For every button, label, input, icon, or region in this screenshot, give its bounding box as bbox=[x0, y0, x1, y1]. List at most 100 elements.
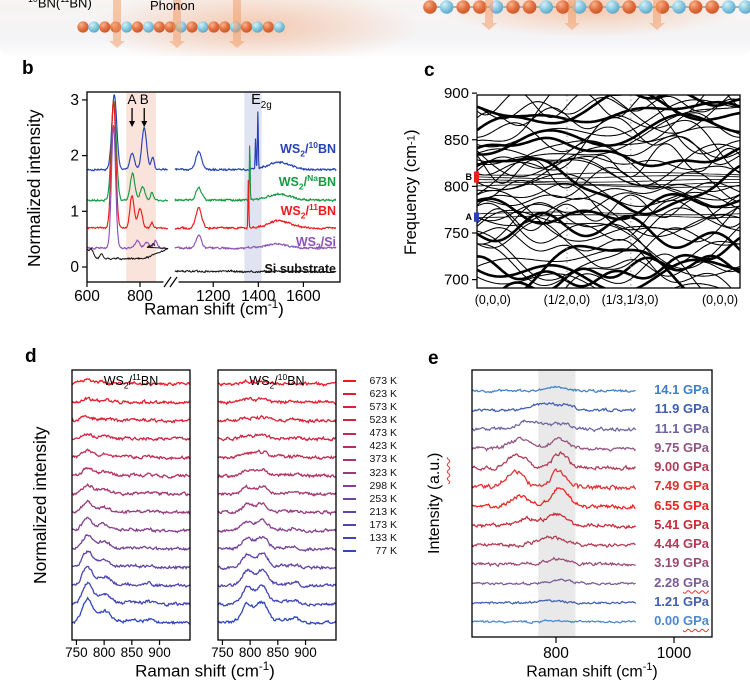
legend-swatch bbox=[343, 484, 356, 487]
legend-item: 573 K bbox=[343, 401, 397, 413]
figure-element: BN( bbox=[37, 0, 61, 11]
x-tick-label: 800 bbox=[93, 645, 116, 660]
boron-atom bbox=[506, 0, 520, 14]
phonon-arrowhead bbox=[229, 41, 245, 48]
phonon-arrow bbox=[113, 0, 121, 41]
nitrogen-atom bbox=[738, 0, 750, 14]
panel-e-x-axis-label: Raman shift (cm-1) bbox=[472, 661, 712, 681]
y-tick-label: 3 bbox=[70, 92, 79, 109]
figure-element: 5.41 bbox=[654, 516, 683, 532]
phonon-branch bbox=[501, 254, 740, 288]
pressure-label: 9.00 GPa bbox=[654, 459, 709, 474]
figure-element: / bbox=[320, 235, 325, 250]
boron-atom bbox=[208, 21, 220, 33]
x-tick-label: 800 bbox=[239, 645, 262, 660]
figure-element: 1.21 bbox=[654, 593, 683, 609]
figure-element: WS bbox=[295, 235, 316, 250]
figure-element: / bbox=[274, 374, 278, 389]
figure-element: / bbox=[305, 204, 309, 219]
peak-annotation: B bbox=[140, 92, 149, 107]
spectrum-curve bbox=[174, 269, 337, 274]
x-tick-label: 600 bbox=[74, 288, 100, 305]
temperature-spectra bbox=[218, 378, 336, 626]
legend-swatch bbox=[343, 471, 356, 474]
legend-item: 373 K bbox=[343, 453, 397, 465]
figure-element: GPa bbox=[682, 536, 709, 551]
figure-element: GPa bbox=[682, 613, 709, 628]
legend-swatch bbox=[343, 537, 356, 540]
legend-swatch bbox=[343, 458, 356, 461]
phonon-branch bbox=[477, 197, 740, 238]
phonon-branch bbox=[477, 181, 740, 186]
temperature-spectra bbox=[72, 378, 190, 625]
pressure-label: 9.75 GPa bbox=[654, 440, 709, 455]
pressure-label: 6.55 GPa bbox=[654, 498, 709, 513]
legend-swatch bbox=[343, 550, 356, 553]
figure-element: Frequency (cm bbox=[402, 145, 420, 256]
highlight-band bbox=[244, 92, 262, 282]
pressure-label: 14.1 GPa bbox=[654, 382, 709, 397]
figure-element: 298 K bbox=[369, 479, 397, 492]
boron-atom bbox=[219, 21, 231, 33]
boron-atom bbox=[423, 0, 437, 14]
series-label: WS2/10BN bbox=[280, 140, 336, 159]
legend-swatch bbox=[343, 406, 356, 409]
temperature-spectrum bbox=[218, 584, 336, 607]
figure-element: BN bbox=[287, 374, 305, 389]
phonon-branch bbox=[477, 143, 740, 189]
figure-element: ) bbox=[426, 452, 443, 458]
legend-swatch bbox=[343, 497, 356, 500]
temperature-spectrum bbox=[72, 565, 190, 588]
figure-element: 11 bbox=[132, 372, 141, 382]
boron-atom bbox=[556, 0, 570, 14]
boron-atom bbox=[522, 0, 537, 14]
boron-atom bbox=[705, 0, 719, 14]
boron-atom bbox=[164, 21, 176, 33]
temperature-spectrum bbox=[218, 600, 336, 626]
temperature-spectrum bbox=[72, 466, 190, 479]
pressure-label: 3.19 GPa bbox=[654, 555, 709, 570]
temperature-spectrum bbox=[218, 378, 336, 387]
figure-element: 2 bbox=[123, 380, 129, 391]
plot-frame bbox=[217, 369, 337, 641]
figure-element: WS bbox=[278, 175, 299, 190]
phonon-arrowhead bbox=[169, 41, 185, 48]
phonon-arrowhead bbox=[481, 23, 497, 30]
atom-chain-graphic bbox=[77, 0, 750, 48]
phonon-branch bbox=[477, 227, 740, 277]
figure-element: 373 K bbox=[369, 453, 397, 466]
mode-marker-label: A bbox=[466, 212, 473, 222]
phonon-branch bbox=[608, 95, 731, 134]
phonon-label: Phonon bbox=[150, 0, 195, 13]
figure-element: GPa bbox=[682, 555, 709, 571]
highlight-band bbox=[126, 92, 156, 282]
highlight-band bbox=[538, 370, 576, 637]
temperature-spectrum bbox=[72, 378, 190, 387]
legend-swatch bbox=[343, 419, 356, 422]
figure-element: Si bbox=[324, 235, 336, 250]
figure-element: ) bbox=[652, 663, 658, 681]
temperature-spectrum bbox=[218, 396, 336, 406]
nitrogen-atom bbox=[605, 0, 620, 14]
figure-element: WS bbox=[103, 374, 124, 389]
panel-d-plot: 750 800 850 900 750 800 850 900 WS2/11BN WS2/10BN… bbox=[60, 368, 410, 660]
figure-element: 7.49 bbox=[654, 478, 683, 494]
boron-atom bbox=[99, 21, 111, 33]
phonon-arrow bbox=[568, 0, 576, 23]
y-tick-label: 750 bbox=[444, 225, 469, 242]
figure-element: 4.44 bbox=[654, 536, 683, 551]
x-tick-label: 900 bbox=[148, 645, 171, 660]
phonon-branch bbox=[477, 136, 740, 168]
temperature-spectrum bbox=[72, 516, 190, 534]
pressure-spectrum bbox=[472, 468, 637, 491]
figure-element: Raman shift (cm bbox=[144, 299, 268, 319]
figure-element: GPa bbox=[682, 497, 709, 513]
figure-element: 14.1 bbox=[654, 382, 683, 397]
phonon-arrow bbox=[233, 0, 241, 41]
x-tick-label: 850 bbox=[267, 645, 290, 660]
annotation-arrow bbox=[129, 121, 136, 127]
figure-element: -1 bbox=[642, 661, 653, 673]
nitrogen-atom bbox=[251, 21, 263, 33]
figure-element: -1 bbox=[267, 299, 279, 311]
figure-element: 77 K bbox=[375, 545, 397, 558]
